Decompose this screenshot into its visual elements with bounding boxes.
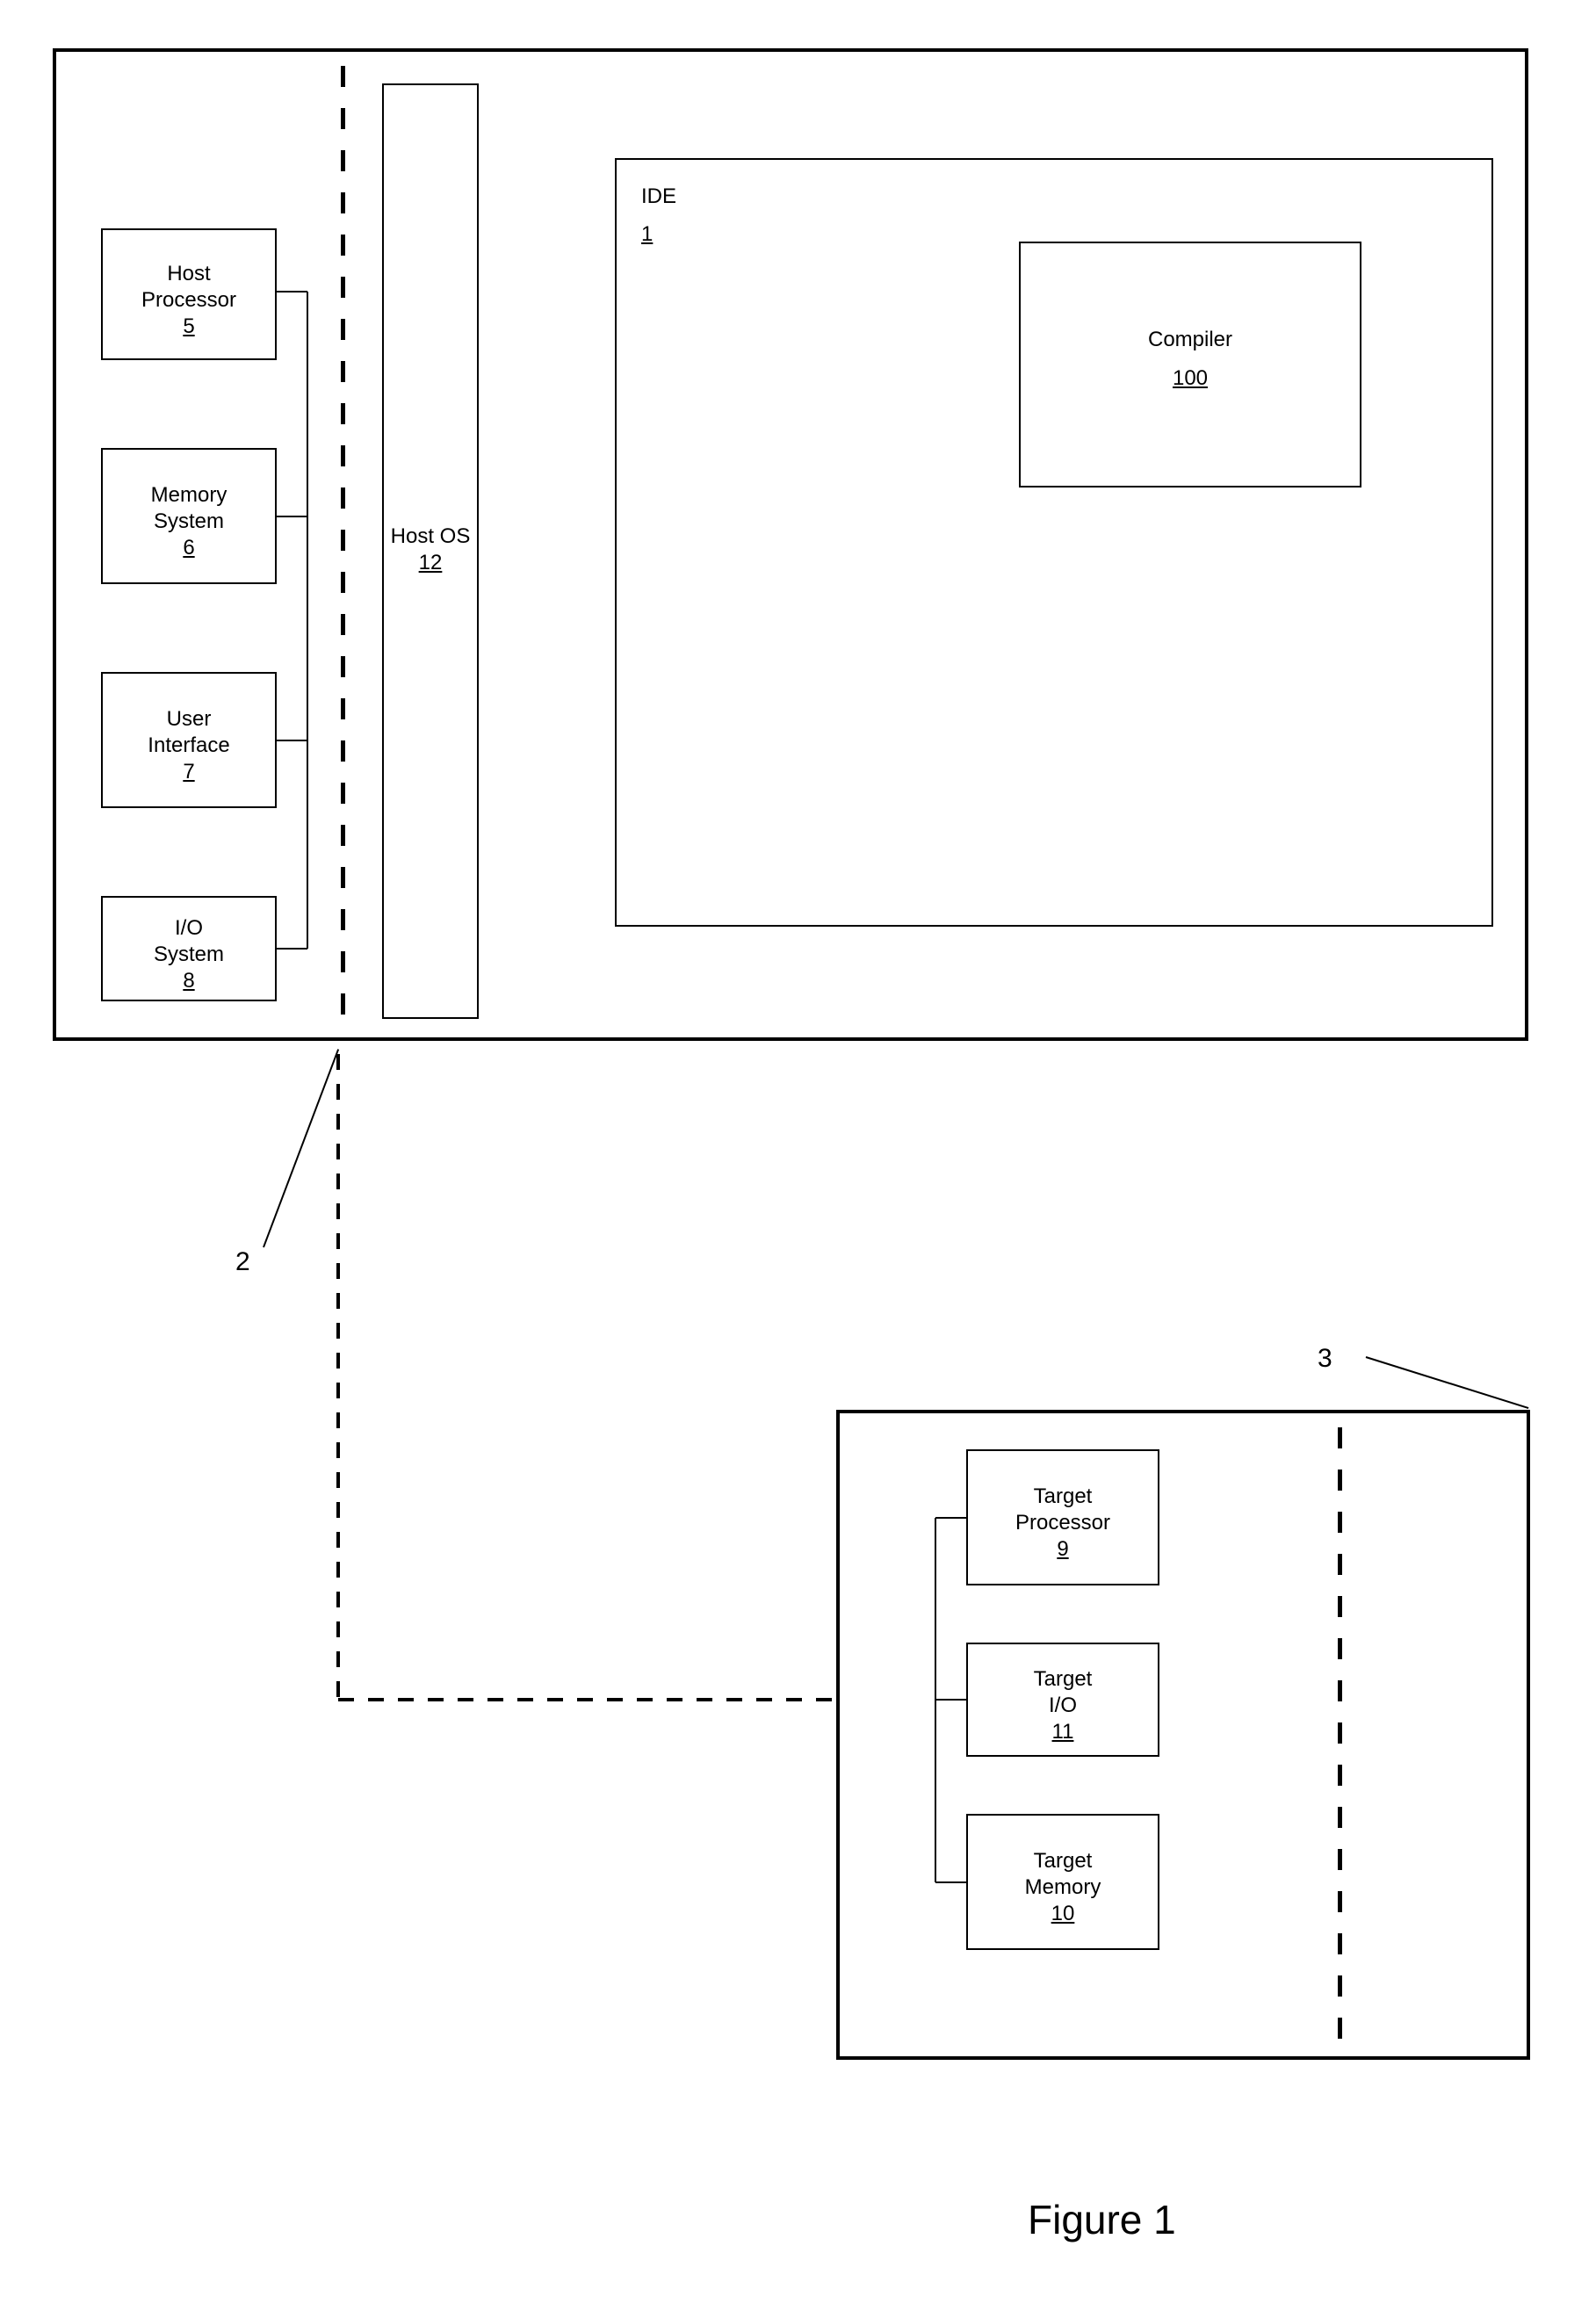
target-ref-leader	[1366, 1356, 1529, 1409]
host-bus-vertical	[307, 292, 308, 949]
ide-num: 1	[641, 222, 653, 247]
target-ref-label: 3	[1318, 1344, 1332, 1374]
host-bus-stub-2	[277, 740, 307, 741]
host-os-label: Host OS12	[382, 524, 479, 576]
io-system-label: I/OSystem8	[101, 915, 277, 994]
memory-system-label: MemorySystem6	[101, 482, 277, 561]
target-memory-label: TargetMemory10	[966, 1848, 1159, 1927]
host-hw-sw-divider	[341, 66, 345, 1028]
host-bus-stub-1	[277, 516, 307, 517]
host-processor-label: HostProcessor5	[101, 261, 277, 340]
ide-label: IDE	[641, 184, 676, 209]
host-ref-leader	[263, 1050, 339, 1248]
figure-canvas: HostProcessor5 MemorySystem6 UserInterface…	[0, 0, 1596, 2311]
target-bus-stub-2	[935, 1881, 966, 1883]
target-bus-stub-1	[935, 1699, 966, 1701]
target-container	[836, 1410, 1530, 2060]
target-bus-stub-0	[935, 1517, 966, 1519]
link-horizontal	[338, 1698, 836, 1701]
user-interface-label: UserInterface7	[101, 706, 277, 785]
host-ref-label: 2	[235, 1247, 250, 1277]
host-bus-stub-0	[277, 291, 307, 292]
compiler-label: Compiler100	[1019, 327, 1361, 392]
host-bus-stub-3	[277, 948, 307, 950]
figure-caption: Figure 1	[1028, 2196, 1176, 2243]
target-processor-label: TargetProcessor9	[966, 1484, 1159, 1563]
link-vertical	[336, 1054, 340, 1700]
target-hw-sw-divider	[1338, 1427, 1342, 2042]
target-io-label: TargetI/O11	[966, 1666, 1159, 1745]
